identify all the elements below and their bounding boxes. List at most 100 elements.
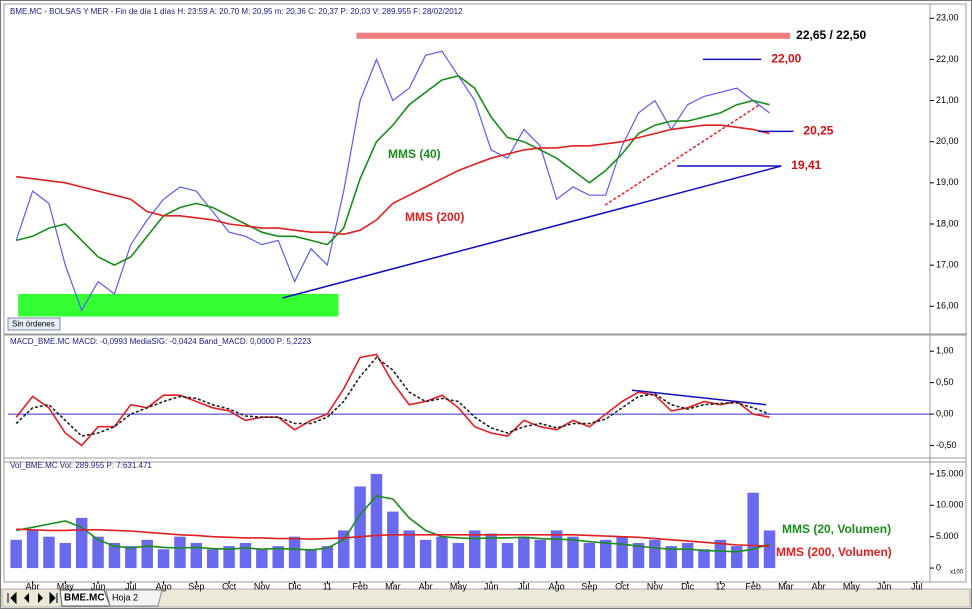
nav-next[interactable] [38, 593, 43, 603]
series-label: MMS (20, Volumen) [782, 522, 891, 536]
volume-bar [174, 536, 186, 569]
volume-bar [452, 542, 465, 569]
volume-bar [534, 539, 546, 569]
x-tick-label: Ago [549, 581, 565, 591]
status-text: Sin órdenes [12, 320, 55, 329]
volume-bar [665, 546, 677, 569]
y-tick-label: 21,00 [936, 95, 959, 105]
panel-header: BME.MC - BOLSAS Y MER - Fin de día 1 día… [10, 7, 463, 16]
volume-bar [681, 542, 694, 569]
series-line [16, 495, 770, 553]
y-tick-label: 5.000 [936, 531, 959, 541]
x-tick-label: Dic [681, 581, 694, 591]
panel-header: MACD_BME.MC MACD: -0,0993 MediaSIG: -0,0… [10, 337, 312, 346]
series-line [15, 356, 770, 437]
axis-frame [929, 3, 967, 336]
x-tick-label: 11 [323, 581, 332, 591]
y-tick-label: 10.000 [936, 500, 964, 510]
volume-bar [649, 539, 661, 569]
x-tick-label: Sep [581, 581, 597, 591]
volume-bar [469, 530, 481, 569]
volume-bar [59, 542, 72, 569]
volume-bar [321, 546, 334, 569]
series-line [15, 50, 770, 312]
y-tick-label: 23,00 [936, 13, 959, 23]
x-tick-label: May [57, 581, 75, 591]
x-tick-label: Jun [91, 581, 106, 591]
volume-bar [550, 530, 563, 569]
x-tick-label: Oct [615, 581, 630, 591]
annotation-line [282, 165, 782, 299]
annotation-line [604, 104, 759, 206]
volume-bar [731, 546, 743, 569]
volume-bar [354, 486, 366, 569]
x-tick-label: Ago [156, 581, 172, 591]
band [18, 293, 339, 317]
volume-bar [518, 536, 530, 569]
volume-bar [436, 536, 448, 569]
nav-prev[interactable] [24, 593, 29, 603]
x-tick-label: Jul [911, 581, 923, 591]
y-tick-label: 20,00 [936, 136, 959, 146]
tab-label[interactable]: BME.MC [64, 593, 105, 604]
volume-bar [141, 539, 153, 569]
tab[interactable] [105, 589, 163, 607]
y-tick-label: 0 [936, 562, 941, 572]
x-tick-label: Dic [288, 581, 301, 591]
annotation-label: 20,25 [803, 124, 833, 138]
axis-frame [929, 333, 967, 463]
volume-bar [125, 546, 137, 569]
volume-bar [305, 549, 317, 569]
volume-bar [501, 542, 514, 569]
x-tick-label: Jun [484, 581, 499, 591]
x-tick-label: May [843, 581, 861, 591]
tab-nav[interactable] [7, 591, 58, 605]
y-tick-label: 22,00 [936, 54, 959, 64]
y-tick-label: 15.000 [936, 468, 964, 478]
volume-bar [92, 536, 104, 569]
volume-bar [747, 492, 759, 569]
y-tick-label: 0,50 [936, 377, 954, 387]
x-tick-label: Feb [745, 581, 761, 591]
x-tick-label: 12 [715, 581, 725, 591]
volume-bar [223, 546, 235, 569]
band [356, 32, 791, 39]
volume-bar [206, 549, 219, 569]
unit-note: x100 [950, 570, 964, 576]
volume-bar [337, 530, 350, 569]
volume-bar [75, 517, 88, 569]
x-tick-label: Jun [877, 581, 892, 591]
series-label: MMS (200, Volumen) [776, 545, 892, 559]
volume-bar [763, 530, 776, 569]
volume-bar [108, 542, 121, 569]
volume-bar [190, 542, 203, 569]
tab-label[interactable]: Hoja 2 [112, 592, 138, 602]
y-tick-label: 17,00 [936, 259, 959, 269]
volume-bar [387, 511, 399, 569]
panel-header: Vol_BME.MC Vol: 289.955 P: 7:631.471 [10, 461, 152, 470]
x-tick-label: Mar [385, 581, 401, 591]
x-tick-label: Sep [188, 581, 204, 591]
x-tick-label: Jul [125, 581, 137, 591]
volume-bar [403, 530, 415, 569]
nav-first[interactable] [7, 591, 17, 605]
series-line [16, 124, 770, 236]
x-tick-label: Oct [222, 581, 237, 591]
annotation-label: 22,00 [771, 52, 801, 66]
volume-bar [714, 539, 727, 569]
series-line [16, 75, 770, 266]
x-tick-label: Abr [26, 581, 40, 591]
x-tick-label: Mar [778, 581, 794, 591]
volume-bar [10, 539, 22, 569]
volume-bar [370, 473, 383, 569]
x-tick-label: Nov [254, 581, 271, 591]
volume-bar [616, 536, 628, 569]
y-tick-label: 0,00 [936, 408, 954, 418]
volume-bar [485, 533, 497, 569]
band-label: 22,65 / 22,50 [796, 28, 866, 42]
nav-last[interactable] [49, 591, 58, 605]
y-tick-label: 18,00 [936, 218, 959, 228]
volume-bar [567, 536, 579, 569]
volume-bar [698, 549, 710, 569]
